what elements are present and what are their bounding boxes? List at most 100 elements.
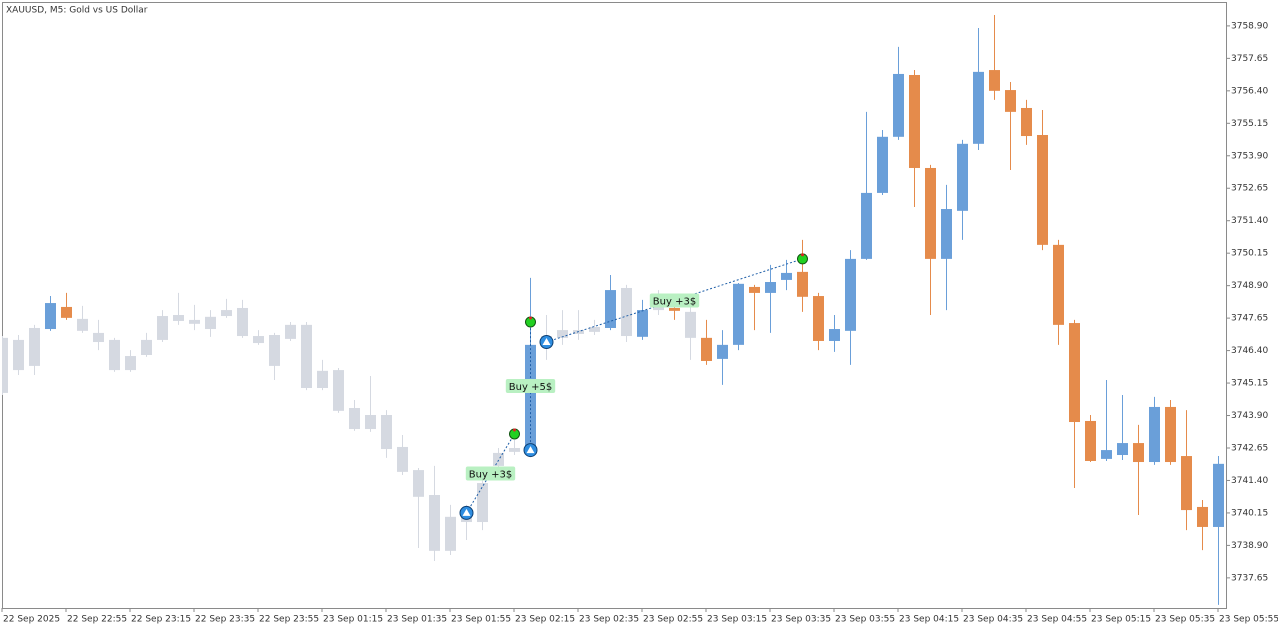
candle-body	[637, 310, 648, 337]
candle-body	[1213, 463, 1224, 527]
x-tick-label: 23 Sep 04:35	[963, 615, 1023, 625]
candle-body	[957, 143, 968, 211]
candle-body	[733, 283, 744, 345]
trade-label-box	[465, 466, 516, 481]
y-tick-label: 3751.40	[1231, 216, 1268, 226]
candle-body	[605, 290, 616, 328]
candle-body	[381, 415, 392, 450]
candle-body	[1069, 323, 1080, 423]
x-tick-label: 23 Sep 03:35	[771, 615, 831, 625]
candle-body	[829, 329, 840, 341]
candle-body	[285, 324, 296, 339]
y-tick-label: 3745.15	[1231, 379, 1268, 389]
trade-label: Buy +3$	[653, 296, 696, 307]
x-tick-label: 23 Sep 02:15	[515, 615, 575, 625]
candle-body	[941, 209, 952, 259]
y-tick-label: 3746.40	[1231, 346, 1268, 356]
candle-body	[621, 287, 632, 337]
x-tick-label: 22 Sep 23:15	[131, 615, 191, 625]
candle-body	[1149, 406, 1160, 463]
trade-line	[466, 433, 515, 514]
candle-body	[253, 336, 264, 344]
candle-body	[973, 71, 984, 144]
x-tick-label: 22 Sep 23:35	[195, 615, 255, 625]
x-tick-label: 22 Sep 22:55	[67, 615, 127, 625]
x-tick-label: 23 Sep 01:55	[451, 615, 511, 625]
x-tick-label: 23 Sep 03:15	[707, 615, 767, 625]
candle-body	[317, 370, 328, 388]
candle-body	[301, 324, 312, 388]
trade-label-box	[505, 379, 556, 394]
y-tick-label: 3747.65	[1231, 314, 1268, 324]
candle-body	[797, 271, 808, 297]
candle-body	[893, 73, 904, 137]
y-tick-label: 3737.65	[1231, 573, 1268, 583]
candle-body	[29, 327, 40, 366]
trade-exit-dot	[801, 253, 804, 257]
y-tick-label: 3748.90	[1231, 281, 1268, 291]
candle-body	[1005, 90, 1016, 112]
candle-body	[589, 326, 600, 332]
trade-label: Buy +3$	[469, 469, 512, 480]
candle-body	[173, 315, 184, 321]
y-tick-label: 3752.65	[1231, 184, 1268, 194]
y-tick-label: 3750.15	[1231, 249, 1268, 259]
candle-body	[717, 344, 728, 359]
candle-body	[125, 356, 136, 371]
candle-body	[237, 307, 248, 337]
candle-body	[669, 307, 680, 311]
x-tick-label: 23 Sep 01:15	[323, 615, 383, 625]
candle-body	[1197, 506, 1208, 527]
y-tick-label: 3755.15	[1231, 119, 1268, 129]
candle-body	[1021, 107, 1032, 137]
candle-body	[269, 335, 280, 366]
candle-body	[685, 311, 696, 338]
y-tick-label: 3742.65	[1231, 443, 1268, 453]
x-tick-label: 23 Sep 03:55	[835, 615, 895, 625]
x-tick-label: 22 Sep 2025	[3, 615, 60, 625]
candle-body	[13, 339, 24, 371]
candle-body	[413, 470, 424, 497]
candle-body	[333, 370, 344, 411]
x-tick-label: 23 Sep 01:35	[387, 615, 447, 625]
trade-entry-arrow	[462, 508, 471, 516]
candle-body	[445, 516, 456, 551]
x-tick-label: 23 Sep 05:35	[1155, 615, 1215, 625]
candle-body	[813, 296, 824, 341]
candle-body	[365, 415, 376, 430]
candle-body	[989, 70, 1000, 91]
x-tick-label: 23 Sep 04:15	[899, 615, 959, 625]
candle-body	[2, 337, 8, 393]
y-tick-label: 3756.40	[1231, 86, 1268, 96]
candle-body	[877, 136, 888, 193]
candle-body	[1053, 244, 1064, 325]
trade-entry-arrow	[526, 446, 535, 454]
candle-body	[221, 310, 232, 317]
candle-body	[61, 306, 72, 318]
trade-line	[546, 258, 803, 343]
candle-body	[205, 316, 216, 330]
candle-body	[1165, 406, 1176, 463]
candle-body	[189, 319, 200, 324]
candle-body	[77, 318, 88, 331]
x-tick-label: 23 Sep 05:15	[1091, 615, 1151, 625]
candle-body	[45, 303, 56, 330]
y-tick-label: 3753.90	[1231, 151, 1268, 161]
candle-body	[397, 446, 408, 472]
y-tick-label: 3757.65	[1231, 54, 1268, 64]
candle-body	[349, 407, 360, 430]
candle-body	[781, 272, 792, 280]
x-tick-label: 23 Sep 02:55	[643, 615, 703, 625]
candle-body	[93, 332, 104, 343]
candle-body	[925, 167, 936, 259]
candle-body	[493, 452, 504, 466]
candle-body	[1101, 450, 1112, 459]
candle-body	[701, 337, 712, 361]
trade-entry-arrow	[542, 338, 551, 346]
candle-body	[861, 192, 872, 259]
plot-area: Buy +3$ Buy +5$ Buy +3$	[2, 14, 1224, 605]
candle-body	[557, 330, 568, 338]
trade-exit-dot	[513, 428, 516, 432]
candle-body	[765, 282, 776, 293]
y-tick-label: 3743.90	[1231, 411, 1268, 421]
